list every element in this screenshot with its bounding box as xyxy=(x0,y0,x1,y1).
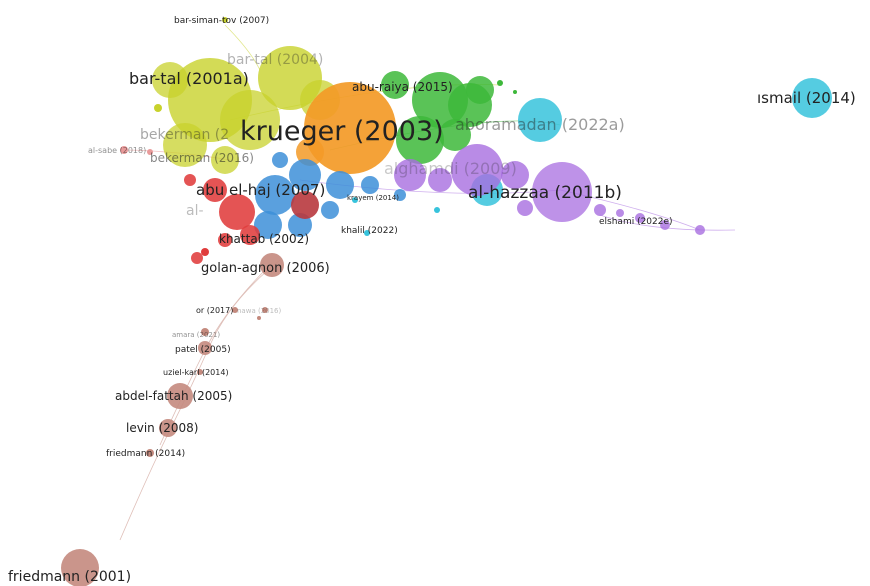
label-friedmann-2001[interactable]: friedmann (2001) xyxy=(8,569,131,585)
label-abu-el-haj[interactable]: abu el-haj (2007) xyxy=(196,181,325,199)
label-ismail[interactable]: ısmail (2014) xyxy=(757,89,856,107)
node-ismail xyxy=(792,78,832,118)
label-bar-tal-2004[interactable]: bar-tal (2004) xyxy=(227,52,323,68)
label-aboramadan[interactable]: aboramadan (2022a) xyxy=(455,115,625,134)
cluster-brown xyxy=(61,253,284,586)
label-al-sabe[interactable]: al-sabe (2018) xyxy=(88,146,146,155)
label-uziel-karl[interactable]: uziel-karl (2014) xyxy=(163,368,229,377)
label-or[interactable]: or (2017) xyxy=(196,306,233,315)
cluster-green xyxy=(381,71,517,164)
label-al-faded[interactable]: al- xyxy=(186,203,204,219)
label-levin[interactable]: levin (2008) xyxy=(126,421,198,435)
label-friedmann-2014[interactable]: friedmann (2014) xyxy=(106,449,185,459)
label-khalil[interactable]: khalil (2022) xyxy=(341,226,398,236)
label-bekerman-b[interactable]: bekerman (2016) xyxy=(150,151,254,165)
cluster-orange xyxy=(296,82,396,174)
cluster-purple xyxy=(394,144,705,235)
label-patel[interactable]: patel (2005) xyxy=(175,345,231,355)
label-abdel-fattah[interactable]: abdel-fattah (2005) xyxy=(115,389,232,403)
label-nawa[interactable]: nawa (2016) xyxy=(237,307,282,315)
cluster-blue xyxy=(254,152,406,239)
label-khattab[interactable]: khattab (2002) xyxy=(219,232,309,246)
cluster-pink xyxy=(120,146,153,155)
node-labels: bar-siman-tov (2007) bar-tal (2004) bar-… xyxy=(8,16,856,585)
label-bekerman-a[interactable]: bekerman (2 xyxy=(140,127,229,143)
label-bar-tal-2001a[interactable]: bar-tal (2001a) xyxy=(129,69,249,88)
label-bar-siman-tov[interactable]: bar-siman-tov (2007) xyxy=(174,16,269,26)
label-alghamdi[interactable]: alghamdi (2009) xyxy=(384,159,517,178)
label-krayem[interactable]: krayem (2014) xyxy=(347,194,399,202)
label-krueger[interactable]: krueger (2003) xyxy=(240,116,444,147)
label-golan-agnon[interactable]: golan-agnon (2006) xyxy=(201,261,330,276)
label-elshami[interactable]: elshami (2022e) xyxy=(599,217,673,227)
label-abu-raiya[interactable]: abu-raiya (2015) xyxy=(352,80,453,94)
cluster-red xyxy=(184,174,319,264)
label-amara[interactable]: amara (2021) xyxy=(172,331,220,339)
label-al-hazzaa[interactable]: al-hazzaa (2011b) xyxy=(468,183,622,203)
